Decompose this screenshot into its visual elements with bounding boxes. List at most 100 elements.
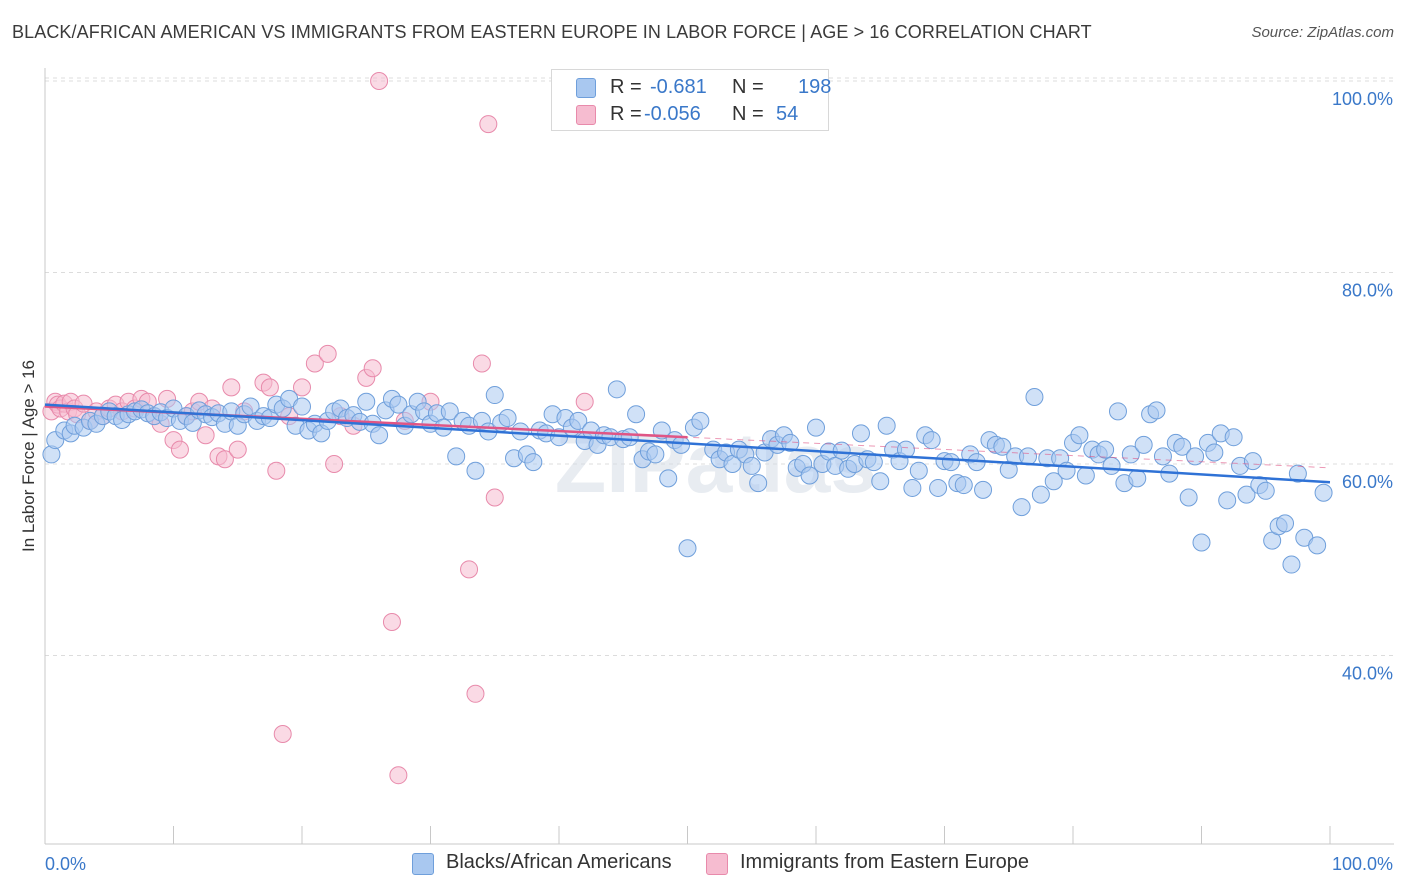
point-blacks xyxy=(832,441,851,460)
point-blacks xyxy=(1108,402,1127,421)
trend-blacks xyxy=(44,403,1331,484)
point-blacks xyxy=(1096,440,1115,459)
point-blacks xyxy=(974,480,993,499)
point-immigrants xyxy=(222,378,241,397)
point-blacks xyxy=(903,478,922,497)
legend-swatch-pink xyxy=(576,105,596,125)
point-immigrants xyxy=(318,344,337,363)
trend-lines xyxy=(44,403,1331,484)
point-blacks xyxy=(1031,485,1050,504)
legend-swatch-blue xyxy=(576,78,596,98)
point-blacks xyxy=(800,466,819,485)
point-immigrants xyxy=(267,461,286,480)
point-blacks xyxy=(1134,435,1153,454)
point-blacks xyxy=(1256,481,1275,500)
point-immigrants xyxy=(485,488,504,507)
point-blacks xyxy=(1314,483,1333,502)
bottom-swatch-blue xyxy=(412,853,434,875)
legend-n-value: 54 xyxy=(776,103,799,125)
series-blacks-african-americans xyxy=(42,380,1333,574)
point-immigrants xyxy=(382,612,401,631)
point-blacks xyxy=(877,416,896,435)
point-blacks xyxy=(1288,464,1307,483)
point-immigrants xyxy=(466,684,485,703)
source-label: Source: ZipAtlas.com xyxy=(1251,24,1394,41)
point-immigrants xyxy=(273,725,292,744)
point-blacks xyxy=(1076,466,1095,485)
point-immigrants xyxy=(479,115,498,134)
point-blacks xyxy=(1070,426,1089,445)
legend-n-label: N = xyxy=(732,76,764,98)
point-immigrants xyxy=(575,392,594,411)
point-blacks xyxy=(1102,456,1121,475)
bottom-swatch-pink xyxy=(706,853,728,875)
point-blacks xyxy=(993,437,1012,456)
point-blacks xyxy=(1218,491,1237,510)
point-immigrants xyxy=(370,72,389,90)
point-blacks xyxy=(1025,387,1044,406)
point-blacks xyxy=(569,411,588,430)
point-blacks xyxy=(440,402,459,421)
point-blacks xyxy=(929,478,948,497)
y-tick-label: 80.0% xyxy=(1342,281,1393,301)
point-blacks xyxy=(691,411,710,430)
point-blacks xyxy=(1192,533,1211,552)
legend-r-label: R = xyxy=(610,103,642,125)
point-blacks xyxy=(293,397,311,416)
bottom-legend-label: Immigrants from Eastern Europe xyxy=(740,851,1029,873)
point-immigrants xyxy=(472,354,491,373)
y-tick-labels: 100.0% 80.0% 60.0% 40.0% xyxy=(1332,89,1393,684)
bottom-legend-label: Blacks/African Americans xyxy=(446,851,672,873)
point-immigrants xyxy=(170,440,189,459)
point-blacks xyxy=(742,456,761,475)
point-blacks xyxy=(1308,536,1327,555)
chart-title: BLACK/AFRICAN AMERICAN VS IMMIGRANTS FRO… xyxy=(12,22,1092,42)
point-blacks xyxy=(646,445,665,464)
point-blacks xyxy=(659,469,678,488)
point-blacks xyxy=(511,422,530,441)
point-blacks xyxy=(1282,555,1301,574)
point-blacks xyxy=(1224,428,1243,447)
point-immigrants xyxy=(389,766,408,785)
x-tick-labels: 0.0% 100.0% xyxy=(45,854,1393,874)
y-tick-label: 60.0% xyxy=(1342,472,1393,492)
point-blacks xyxy=(607,380,626,399)
point-blacks xyxy=(1128,469,1147,488)
point-blacks xyxy=(851,424,870,443)
y-tick-label: 100.0% xyxy=(1332,89,1393,109)
point-immigrants xyxy=(293,378,311,397)
point-blacks xyxy=(922,431,941,450)
point-blacks xyxy=(1276,514,1295,533)
x-tick-label-min: 0.0% xyxy=(45,854,86,874)
point-immigrants xyxy=(260,378,279,397)
point-blacks xyxy=(1186,447,1205,466)
point-blacks xyxy=(749,474,768,493)
grid-lines xyxy=(45,77,1394,656)
point-blacks xyxy=(1205,443,1224,462)
axes xyxy=(44,68,1394,845)
point-blacks xyxy=(1173,437,1192,456)
point-blacks xyxy=(524,453,543,472)
legend-r-value: -0.681 xyxy=(650,76,707,98)
legend-r-value: -0.056 xyxy=(644,103,701,125)
point-blacks xyxy=(498,409,517,428)
point-blacks xyxy=(672,435,691,454)
point-blacks xyxy=(807,418,825,437)
point-blacks xyxy=(896,440,915,459)
point-blacks xyxy=(627,405,646,424)
point-immigrants xyxy=(363,359,382,378)
point-immigrants xyxy=(460,560,479,579)
point-blacks xyxy=(1012,498,1031,517)
y-axis-label: In Labor Force | Age > 16 xyxy=(19,360,38,552)
point-blacks xyxy=(1147,401,1166,420)
y-tick-label: 40.0% xyxy=(1342,664,1393,684)
legend-r-label: R = xyxy=(610,76,642,98)
point-blacks xyxy=(466,461,485,480)
point-immigrants xyxy=(325,455,344,473)
point-immigrants xyxy=(305,354,324,373)
correlation-legend: R = -0.681 N = 198 R = -0.056 N = 54 xyxy=(551,69,832,131)
point-blacks xyxy=(954,476,973,495)
point-blacks xyxy=(1179,488,1198,507)
legend-n-value: 198 xyxy=(798,76,832,98)
